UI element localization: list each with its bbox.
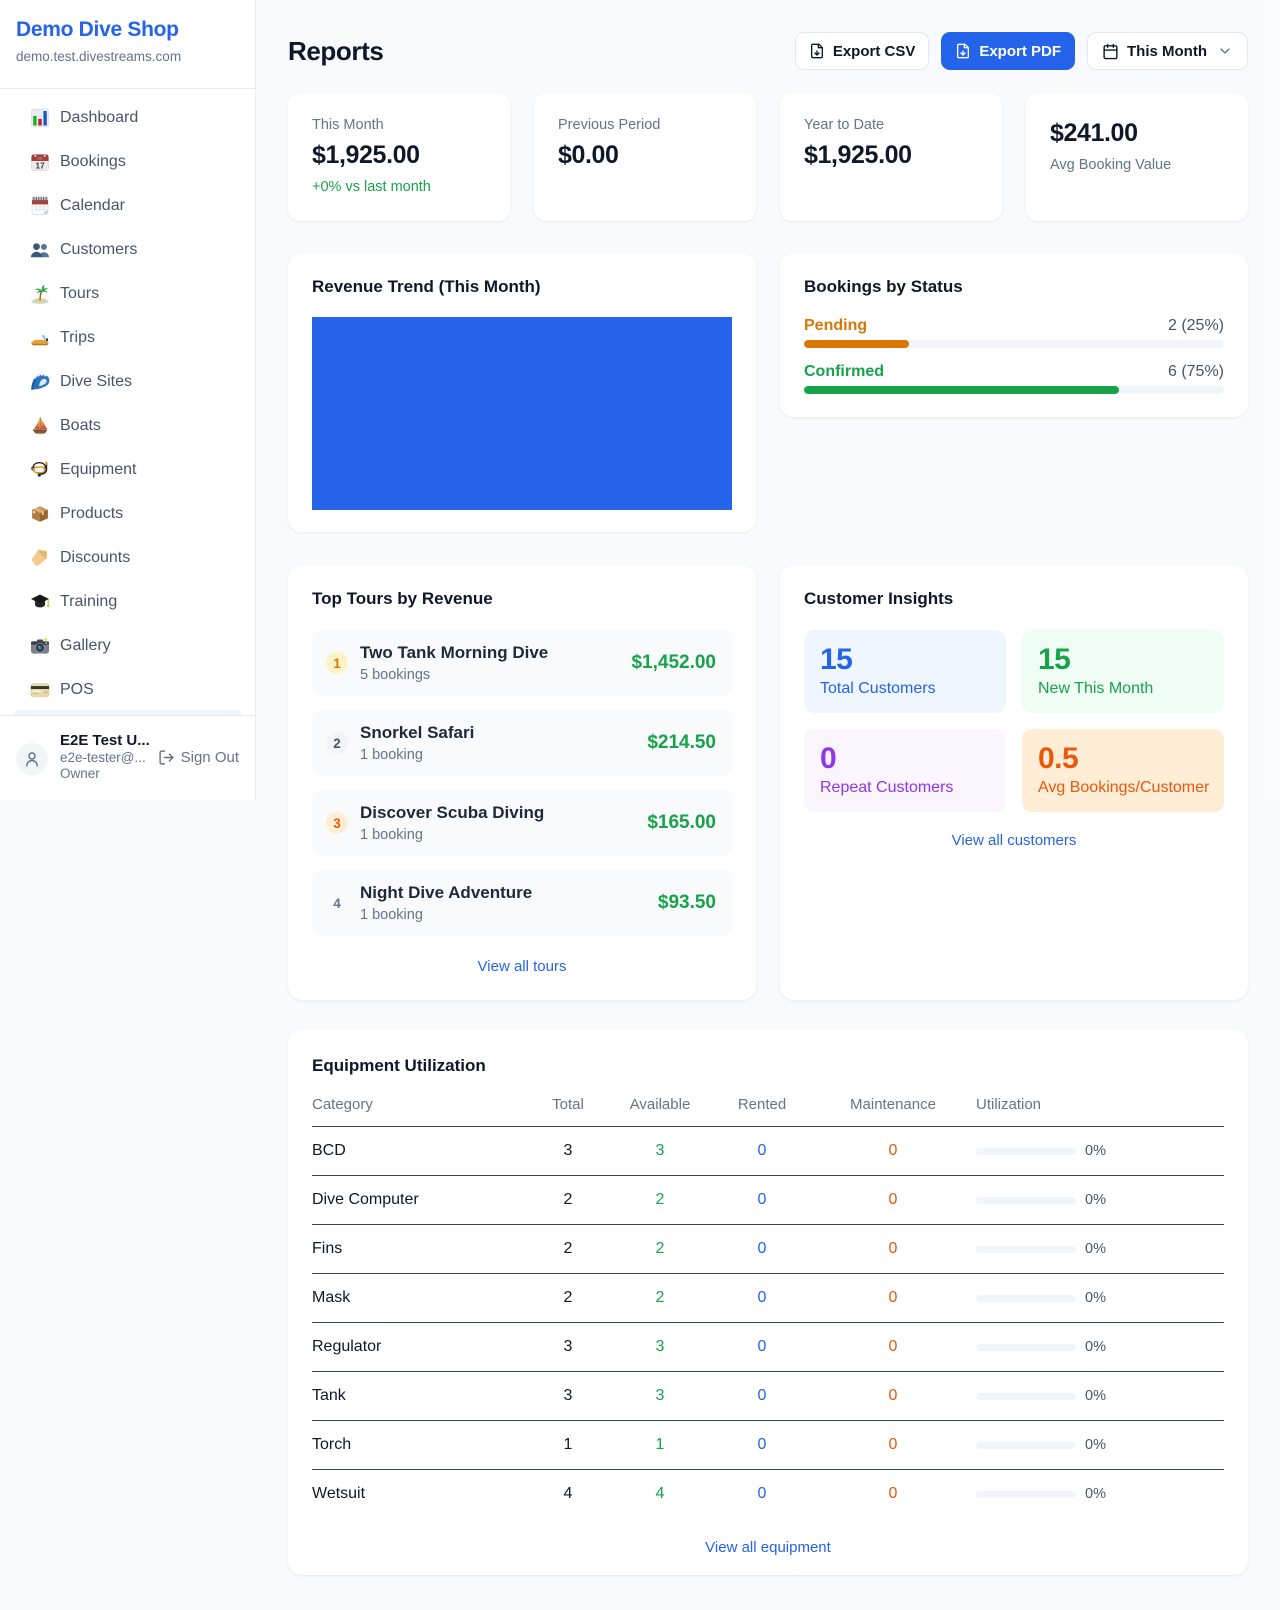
- svg-text:JUL: JUL: [37, 157, 43, 161]
- svg-text:17: 17: [35, 160, 45, 170]
